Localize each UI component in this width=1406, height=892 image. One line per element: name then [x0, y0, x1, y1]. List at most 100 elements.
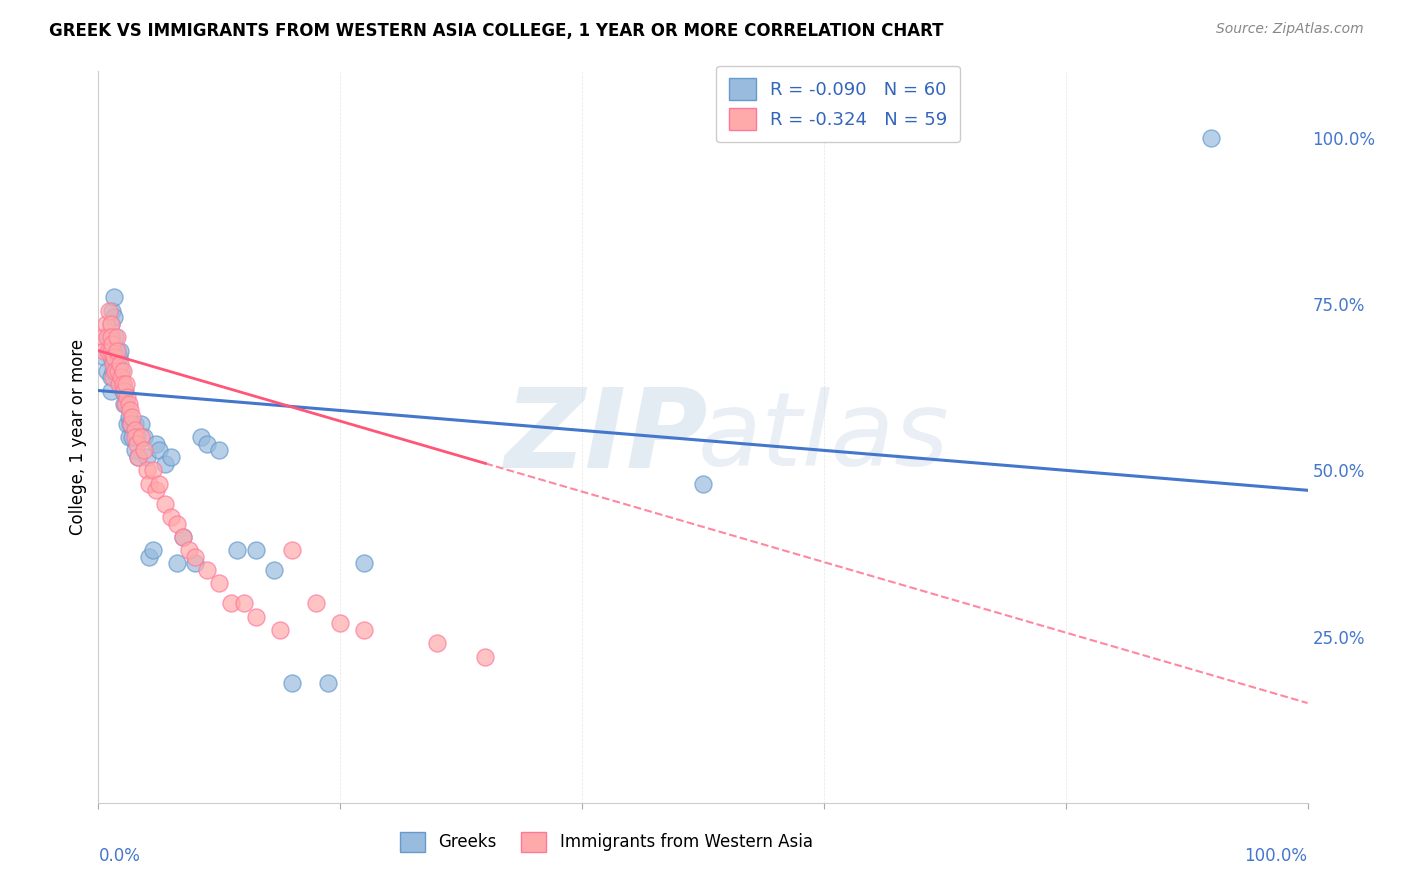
Point: [97, 330, 120, 344]
Point: [93, 343, 115, 358]
Point: [111, 376, 134, 391]
Point: [118, 403, 141, 417]
Point: [111, 384, 134, 398]
Point: [103, 351, 125, 365]
Point: [281, 543, 304, 558]
Point: [111, 376, 134, 391]
Point: [208, 576, 231, 591]
Point: [269, 623, 291, 637]
Point: [105, 357, 128, 371]
Point: [118, 417, 141, 431]
Point: [96, 363, 118, 377]
Point: [426, 636, 449, 650]
Point: [316, 676, 339, 690]
Point: [108, 357, 131, 371]
Point: [153, 457, 176, 471]
Point: [281, 676, 304, 690]
Point: [107, 363, 129, 377]
Point: [127, 450, 149, 464]
Point: [115, 376, 138, 391]
Point: [108, 343, 131, 358]
Point: [110, 363, 132, 377]
Point: [142, 543, 165, 558]
Point: [124, 430, 146, 444]
Point: [1199, 131, 1222, 145]
Point: [112, 397, 135, 411]
Point: [100, 330, 122, 344]
Point: [208, 443, 231, 458]
Point: [124, 417, 146, 431]
Point: [96, 330, 118, 344]
Point: [353, 623, 375, 637]
Point: [245, 543, 267, 558]
Point: [100, 303, 122, 318]
Point: [179, 543, 201, 558]
Point: [100, 337, 122, 351]
Point: [145, 436, 167, 450]
Point: [245, 609, 267, 624]
Point: [129, 417, 152, 431]
Point: [135, 463, 157, 477]
Point: [93, 351, 115, 365]
Text: 0.0%: 0.0%: [98, 847, 141, 864]
Point: [148, 476, 170, 491]
Point: [100, 351, 122, 365]
Point: [117, 390, 139, 404]
Point: [115, 397, 138, 411]
Text: GREEK VS IMMIGRANTS FROM WESTERN ASIA COLLEGE, 1 YEAR OR MORE CORRELATION CHART: GREEK VS IMMIGRANTS FROM WESTERN ASIA CO…: [49, 22, 943, 40]
Point: [127, 436, 149, 450]
Point: [329, 616, 352, 631]
Point: [160, 450, 183, 464]
Point: [100, 317, 122, 331]
Point: [118, 430, 141, 444]
Point: [105, 330, 128, 344]
Point: [184, 549, 207, 564]
Point: [232, 596, 254, 610]
Point: [100, 384, 122, 398]
Point: [166, 557, 188, 571]
Point: [98, 343, 121, 358]
Point: [145, 483, 167, 498]
Point: [195, 436, 218, 450]
Point: [474, 649, 496, 664]
Point: [127, 430, 149, 444]
Point: [100, 330, 122, 344]
Point: [195, 563, 218, 577]
Point: [121, 430, 143, 444]
Point: [111, 363, 134, 377]
Point: [305, 596, 328, 610]
Point: [121, 410, 143, 425]
Point: [134, 443, 156, 458]
Point: [172, 530, 194, 544]
Point: [105, 343, 128, 358]
Point: [104, 330, 127, 344]
Point: [108, 376, 131, 391]
Point: [160, 509, 183, 524]
Point: [226, 543, 249, 558]
Point: [101, 357, 124, 371]
Point: [117, 417, 139, 431]
Text: 100.0%: 100.0%: [1244, 847, 1308, 864]
Point: [190, 430, 212, 444]
Point: [353, 557, 375, 571]
Point: [135, 450, 157, 464]
Point: [101, 370, 124, 384]
Point: [103, 310, 125, 325]
Point: [114, 397, 136, 411]
Point: [108, 351, 131, 365]
Point: [124, 424, 146, 438]
Point: [100, 343, 122, 358]
Point: [107, 363, 129, 377]
Point: [98, 303, 121, 318]
Point: [101, 363, 124, 377]
Point: [148, 443, 170, 458]
Point: [142, 463, 165, 477]
Point: [118, 397, 141, 411]
Point: [124, 443, 146, 458]
Point: [91, 330, 114, 344]
Point: [129, 430, 152, 444]
Point: [108, 376, 131, 391]
Point: [120, 417, 142, 431]
Point: [103, 290, 125, 304]
Point: [134, 430, 156, 444]
